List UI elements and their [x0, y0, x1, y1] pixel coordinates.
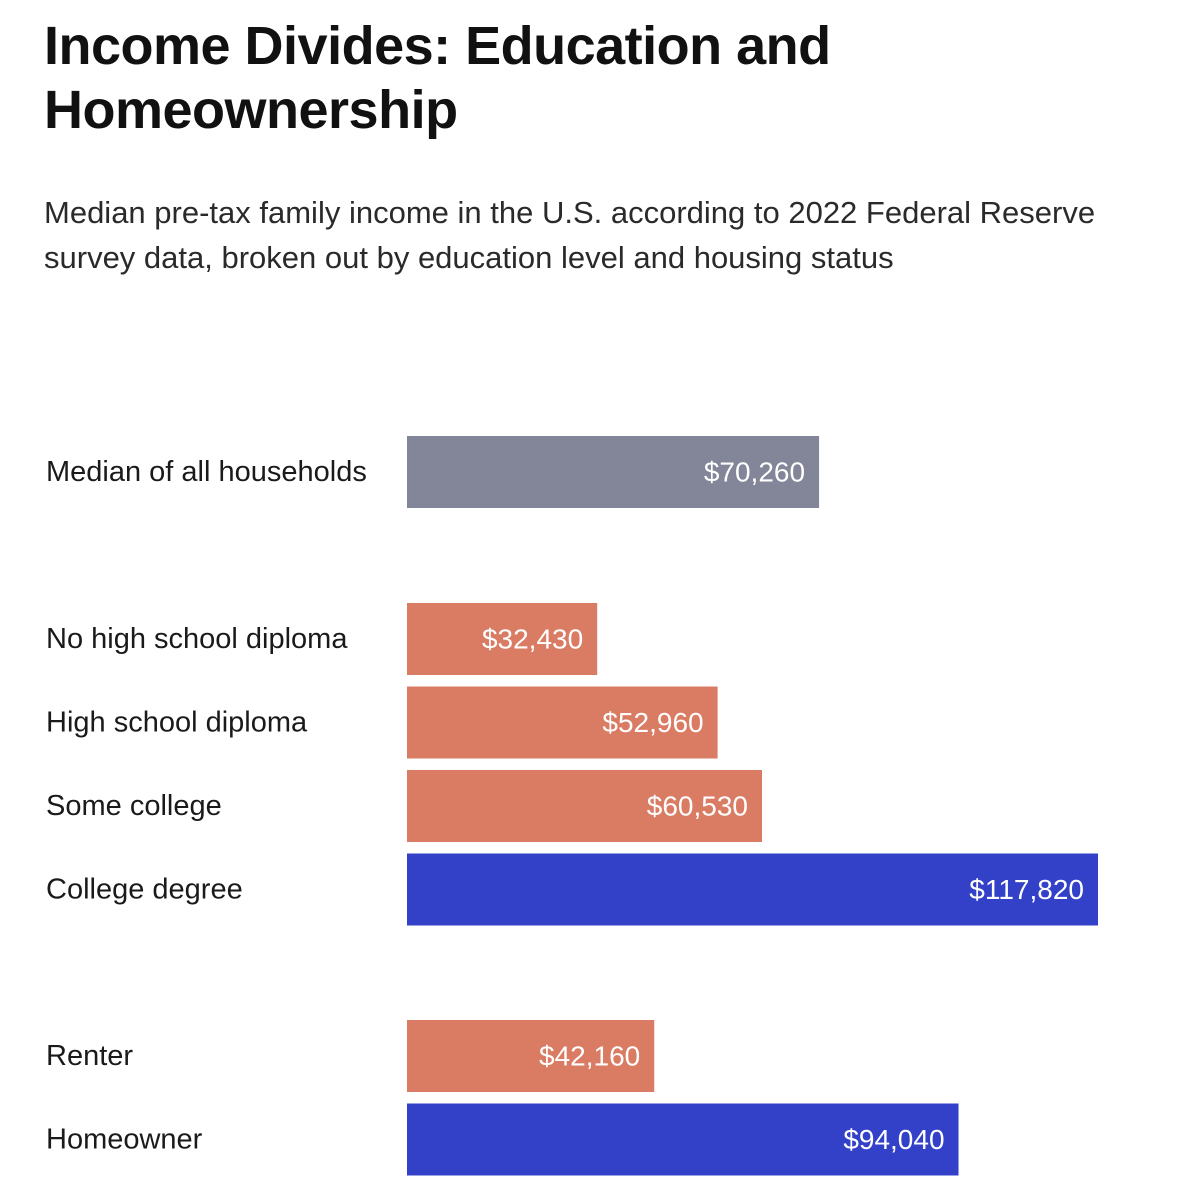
category-label-some-college: Some college — [46, 790, 222, 822]
value-label-homeowner: $94,040 — [843, 1124, 944, 1155]
value-label-no-high-school-diploma: $32,430 — [482, 624, 583, 655]
category-label-high-school-diploma: High school diploma — [46, 707, 308, 739]
bar-renter — [407, 1020, 655, 1092]
value-label-median-of-all-households: $70,260 — [704, 457, 805, 488]
category-label-no-high-school-diploma: No high school diploma — [46, 623, 348, 655]
bar-college-degree — [407, 853, 1098, 926]
bar-high-school-diploma — [407, 686, 718, 759]
value-label-renter: $42,160 — [539, 1041, 640, 1072]
category-label-median-of-all-households: Median of all households — [46, 456, 367, 488]
bar-median-of-all-households — [407, 436, 820, 508]
category-label-college-degree: College degree — [46, 874, 243, 906]
bar-no-high-school-diploma — [407, 603, 598, 675]
category-label-renter: Renter — [46, 1040, 133, 1072]
value-label-college-degree: $117,820 — [969, 874, 1084, 905]
value-label-high-school-diploma: $52,960 — [602, 707, 703, 738]
bar-homeowner — [407, 1103, 959, 1176]
bar-some-college — [407, 770, 763, 842]
category-label-homeowner: Homeowner — [46, 1124, 203, 1156]
chart-title: Income Divides: Education and Homeowners… — [44, 16, 831, 140]
value-label-some-college: $60,530 — [647, 791, 748, 822]
chart-subtitle: Median pre-tax family income in the U.S.… — [44, 195, 1096, 275]
